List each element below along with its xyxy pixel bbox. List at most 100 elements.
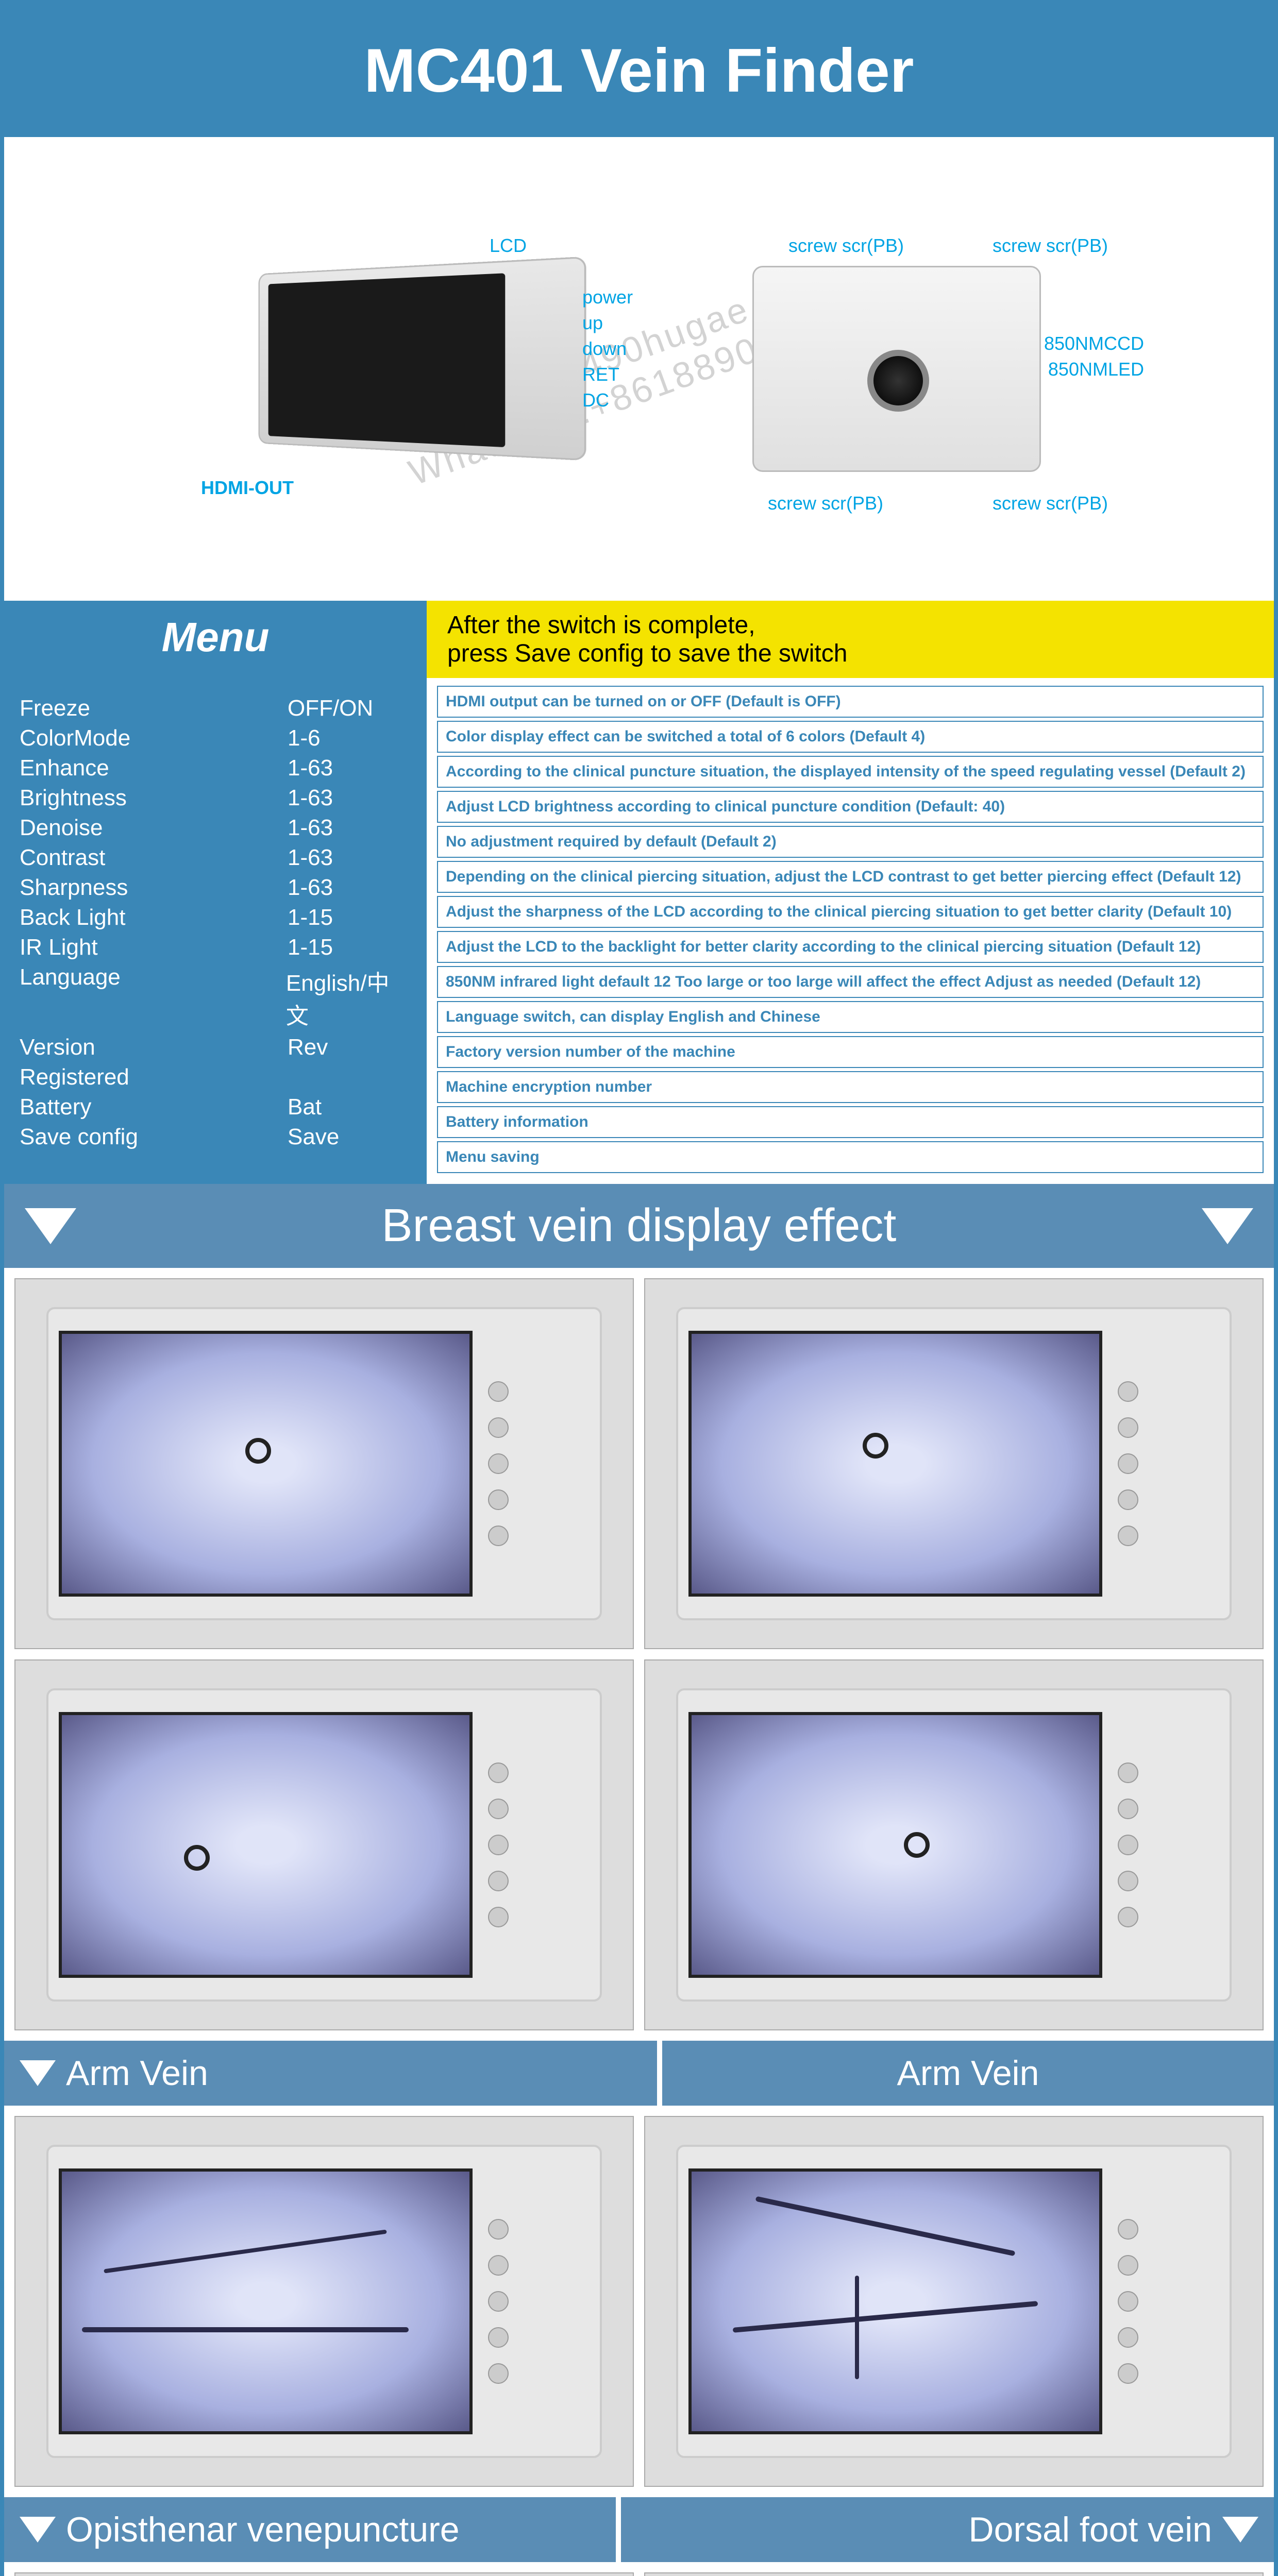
menu-row: Save configSave xyxy=(20,1122,411,1152)
menu-label: Freeze xyxy=(20,696,288,721)
menu-desc: Adjust LCD brightness according to clini… xyxy=(437,791,1264,823)
menu-desc: Depending on the clinical piercing situa… xyxy=(437,861,1264,893)
section-banner-breast: Breast vein display effect xyxy=(4,1184,1274,1268)
menu-descriptions: HDMI output can be turned on or OFF (Def… xyxy=(427,678,1274,1184)
menu-value: Bat xyxy=(288,1094,322,1120)
label-ccd: 850NMCCD xyxy=(1044,333,1144,354)
label-power: power xyxy=(582,286,633,308)
banner-text: Arm Vein xyxy=(66,2054,208,2093)
menu-label: Registered xyxy=(20,1064,288,1090)
label-hdmi: HDMI-OUT xyxy=(201,477,294,499)
label-screw2: screw scr(PB) xyxy=(993,235,1108,257)
menu-label: Denoise xyxy=(20,815,288,841)
menu-row: Brightness1-63 xyxy=(20,783,411,813)
menu-desc: 850NM infrared light default 12 Too larg… xyxy=(437,966,1264,998)
menu-label: Sharpness xyxy=(20,875,288,901)
triangle-icon xyxy=(20,2060,56,2086)
arm-banner-row: Arm Vein Arm Vein xyxy=(4,2041,1274,2106)
menu-label: Back Light xyxy=(20,905,288,930)
triangle-icon xyxy=(1202,1208,1253,1244)
diagram-section: cn1073953490hugae Whatsapp:+861889003520… xyxy=(4,137,1274,601)
menu-desc: Factory version number of the machine xyxy=(437,1036,1264,1068)
photo-opis xyxy=(14,2572,634,2576)
menu-label: Enhance xyxy=(20,755,288,781)
menu-desc: According to the clinical puncture situa… xyxy=(437,756,1264,788)
sub-banner-dorsal: Dorsal foot vein xyxy=(621,2497,1274,2562)
banner-text: Dorsal foot vein xyxy=(969,2510,1212,2549)
menu-value: Rev xyxy=(288,1035,328,1060)
menu-label: ColorMode xyxy=(20,725,288,751)
label-up: up xyxy=(582,312,603,334)
menu-value: 1-15 xyxy=(288,905,333,930)
menu-value: 1-6 xyxy=(288,725,321,751)
menu-row: Enhance1-63 xyxy=(20,753,411,783)
menu-desc: HDMI output can be turned on or OFF (Def… xyxy=(437,686,1264,718)
triangle-icon xyxy=(25,1208,76,1244)
menu-row: BatteryBat xyxy=(20,1092,411,1122)
menu-value: 1-63 xyxy=(288,845,333,871)
label-ret: RET xyxy=(582,364,619,385)
photo-breast-1 xyxy=(14,1278,634,1649)
sub-banner-opis: Opisthenar venepuncture xyxy=(4,2497,616,2562)
device-back-diagram: screw scr(PB) screw scr(PB) screw scr(PB… xyxy=(716,214,1077,523)
menu-label: IR Light xyxy=(20,935,288,960)
menu-row: LanguageEnglish/中文 xyxy=(20,962,411,1032)
triangle-icon xyxy=(20,2517,56,2543)
label-down: down xyxy=(582,338,627,360)
page-title: MC401 Vein Finder xyxy=(4,35,1274,106)
menu-label: Contrast xyxy=(20,845,288,871)
menu-desc: Language switch, can display English and… xyxy=(437,1001,1264,1033)
menu-desc: Machine encryption number xyxy=(437,1071,1264,1103)
device-front-diagram: LCD power up down RET DC HDMI-OUT xyxy=(201,214,613,523)
label-screw4: screw scr(PB) xyxy=(993,493,1108,514)
foot-banner-row: Opisthenar venepuncture Dorsal foot vein xyxy=(4,2497,1274,2562)
menu-settings-list: FreezeOFF/ONColorMode1-6Enhance1-63Brigh… xyxy=(4,678,427,1184)
menu-label: Language xyxy=(20,964,286,1030)
photo-arm-1 xyxy=(14,2116,634,2487)
menu-row: Registered xyxy=(20,1062,411,1092)
menu-row: FreezeOFF/ON xyxy=(20,693,411,723)
menu-hint: After the switch is complete, press Save… xyxy=(427,601,1274,678)
photo-breast-4 xyxy=(644,1659,1264,2030)
label-led: 850NMLED xyxy=(1048,359,1144,380)
triangle-icon xyxy=(1222,2517,1258,2543)
menu-header: Menu After the switch is complete, press… xyxy=(4,601,1274,678)
banner-text: Arm Vein xyxy=(897,2054,1039,2093)
menu-desc: Battery information xyxy=(437,1106,1264,1138)
menu-value: 1-15 xyxy=(288,935,333,960)
photo-dorsal xyxy=(644,2572,1264,2576)
sub-banner-arm2: Arm Vein xyxy=(662,2041,1274,2106)
menu-row: IR Light1-15 xyxy=(20,933,411,962)
menu-value: English/中文 xyxy=(286,964,411,1030)
menu-row: ColorMode1-6 xyxy=(20,723,411,753)
menu-row: Sharpness1-63 xyxy=(20,873,411,903)
menu-value: 1-63 xyxy=(288,875,333,901)
label-lcd: LCD xyxy=(490,235,527,257)
menu-row: VersionRev xyxy=(20,1032,411,1062)
menu-value: OFF/ON xyxy=(288,696,373,721)
banner-text: Breast vein display effect xyxy=(382,1200,897,1251)
menu-desc: Color display effect can be switched a t… xyxy=(437,721,1264,753)
menu-row: Back Light1-15 xyxy=(20,903,411,933)
menu-desc: Adjust the sharpness of the LCD accordin… xyxy=(437,896,1264,928)
menu-label: Brightness xyxy=(20,785,288,811)
menu-label: Save config xyxy=(20,1124,288,1150)
arm-photo-grid xyxy=(4,2106,1274,2497)
label-screw3: screw scr(PB) xyxy=(768,493,883,514)
menu-body: FreezeOFF/ONColorMode1-6Enhance1-63Brigh… xyxy=(4,678,1274,1184)
photo-breast-3 xyxy=(14,1659,634,2030)
menu-row: Contrast1-63 xyxy=(20,843,411,873)
label-screw1: screw scr(PB) xyxy=(788,235,904,257)
banner-text: Opisthenar venepuncture xyxy=(66,2510,460,2549)
title-bar: MC401 Vein Finder xyxy=(4,4,1274,137)
menu-value: 1-63 xyxy=(288,755,333,781)
menu-desc: No adjustment required by default (Defau… xyxy=(437,826,1264,858)
menu-label: Version xyxy=(20,1035,288,1060)
menu-value: 1-63 xyxy=(288,815,333,841)
menu-row: Denoise1-63 xyxy=(20,813,411,843)
menu-title: Menu xyxy=(4,601,427,678)
menu-desc: Menu saving xyxy=(437,1141,1264,1173)
photo-breast-2 xyxy=(644,1278,1264,1649)
photo-arm-2 xyxy=(644,2116,1264,2487)
menu-value: 1-63 xyxy=(288,785,333,811)
